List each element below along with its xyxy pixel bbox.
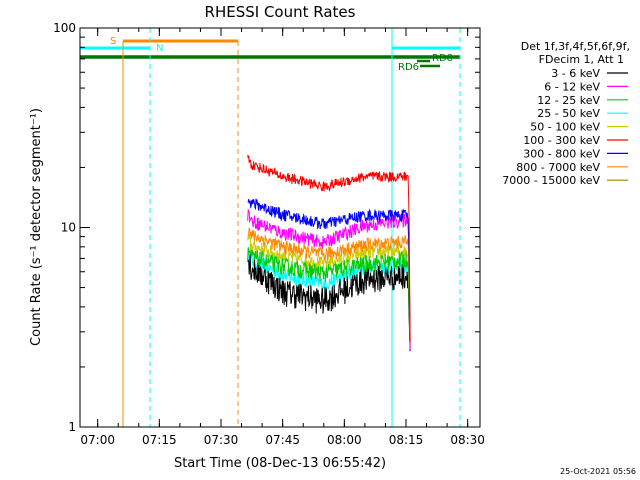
legend-label: 12 - 25 keV: [537, 94, 600, 107]
y-tick-label: 1: [68, 420, 76, 434]
y-tick-label: 10: [61, 221, 76, 235]
plot-area: S N RD8 RD6: [79, 28, 461, 427]
series-line-12-25keV: [247, 247, 411, 348]
annotation-s: S: [110, 36, 116, 47]
x-tick-label: 08:15: [389, 433, 424, 447]
annotation-rd8: RD8: [432, 53, 453, 64]
x-tick-label: 08:30: [450, 433, 485, 447]
x-tick-label: 07:30: [204, 433, 239, 447]
x-tick-label: 08:00: [327, 433, 362, 447]
legend-label: 300 - 800 keV: [523, 147, 600, 160]
x-tick-label: 07:15: [142, 433, 177, 447]
series-line-6-12keV: [247, 209, 411, 350]
legend-label: 800 - 7000 keV: [516, 161, 600, 174]
series-line-100-300keV: [247, 154, 411, 343]
legend-label: 50 - 100 keV: [530, 121, 600, 134]
series-line-25-50keV: [247, 246, 411, 346]
plot-frame: [79, 27, 481, 428]
legend-label: 100 - 300 keV: [523, 134, 600, 147]
y-axis-label: Count Rate (s⁻¹ detector segment⁻¹): [29, 108, 44, 346]
plot-timestamp: 25-Oct-2021 05:56: [560, 467, 636, 476]
legend-label: 6 - 12 keV: [544, 80, 600, 93]
x-tick-label: 07:00: [80, 433, 115, 447]
series-line-50-100keV: [247, 234, 411, 345]
legend: Det 1f,3f,4f,5f,6f,9f, FDecim 1, Att 1 3…: [502, 40, 630, 187]
annotation-rd6: RD6: [398, 62, 419, 73]
legend-label: 3 - 6 keV: [551, 67, 600, 80]
legend-header-line-1: Det 1f,3f,4f,5f,6f,9f,: [521, 40, 630, 53]
series-line-800-7000keV: [247, 227, 411, 340]
x-axis-label: Start Time (08-Dec-13 06:55:42): [174, 456, 386, 471]
axes: 1 10 100 07:00 07:15 07:30 07:45 08:00 08:15 08:3…: [53, 21, 485, 447]
legend-header-line-2: FDecim 1, Att 1: [539, 53, 624, 66]
series-line-3-6keV: [247, 253, 411, 352]
series-line-300-800keV: [247, 198, 411, 341]
legend-label: 7000 - 15000 keV: [502, 174, 600, 187]
y-tick-label: 100: [53, 21, 76, 35]
x-tick-label: 07:45: [265, 433, 300, 447]
legend-label: 25 - 50 keV: [537, 107, 600, 120]
chart-title: RHESSI Count Rates: [205, 3, 356, 21]
annotation-n: N: [156, 43, 163, 54]
